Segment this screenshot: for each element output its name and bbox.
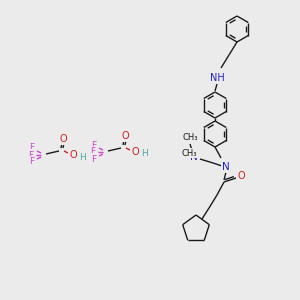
Text: O: O [131,147,139,157]
Text: F: F [28,151,34,160]
Text: H: H [79,152,86,161]
Text: O: O [237,171,245,181]
Text: N: N [222,162,230,172]
Text: O: O [69,150,77,160]
Text: F: F [92,154,97,164]
Text: O: O [59,134,67,144]
Text: F: F [90,148,96,157]
Text: NH: NH [210,73,224,83]
Text: CH₃: CH₃ [182,133,198,142]
Text: F: F [29,143,34,152]
Text: N: N [190,152,198,162]
Text: H: H [141,149,147,158]
Text: F: F [29,158,34,166]
Text: F: F [92,140,97,149]
Text: O: O [121,131,129,141]
Text: CH₃: CH₃ [182,148,197,158]
